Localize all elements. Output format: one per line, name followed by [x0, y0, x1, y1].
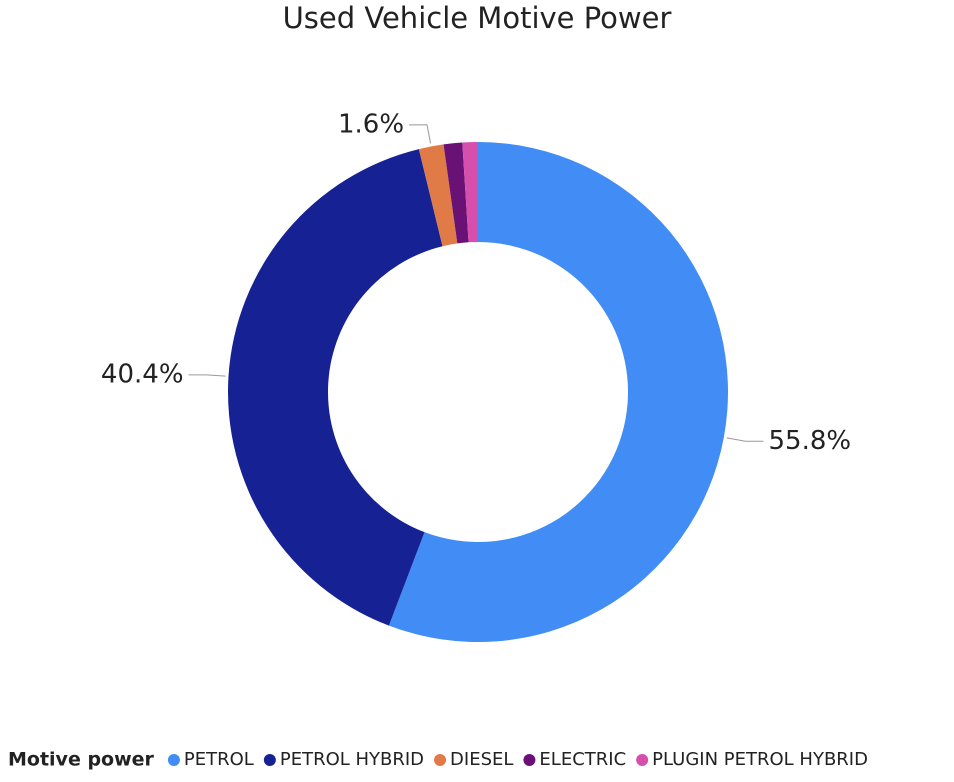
data-label: 1.6% [338, 109, 404, 139]
data-label: 40.4% [101, 359, 184, 389]
legend-label: ELECTRIC [539, 749, 626, 770]
donut-slice [462, 142, 478, 243]
legend-marker [523, 754, 536, 766]
legend-label: DIESEL [450, 749, 513, 770]
legend-label: PLUGIN PETROL HYBRID [652, 749, 868, 770]
leader-line [409, 124, 432, 144]
legend-marker [434, 754, 447, 766]
legend-marker [167, 754, 180, 766]
data-label: 55.8% [768, 426, 851, 456]
legend-marker [263, 754, 276, 766]
donut-slice [418, 144, 458, 247]
chart-title: Used Vehicle Motive Power [283, 1, 672, 35]
legend-label: PETROL HYBRID [280, 749, 424, 770]
leader-line [188, 374, 226, 377]
legend-label: PETROL [184, 749, 254, 770]
donut-slice [443, 142, 469, 244]
donut-slice [388, 142, 729, 642]
legend-marker [636, 754, 649, 766]
leader-line [726, 437, 764, 442]
donut-slice [228, 149, 443, 626]
legend-title: Motive power [8, 749, 155, 771]
